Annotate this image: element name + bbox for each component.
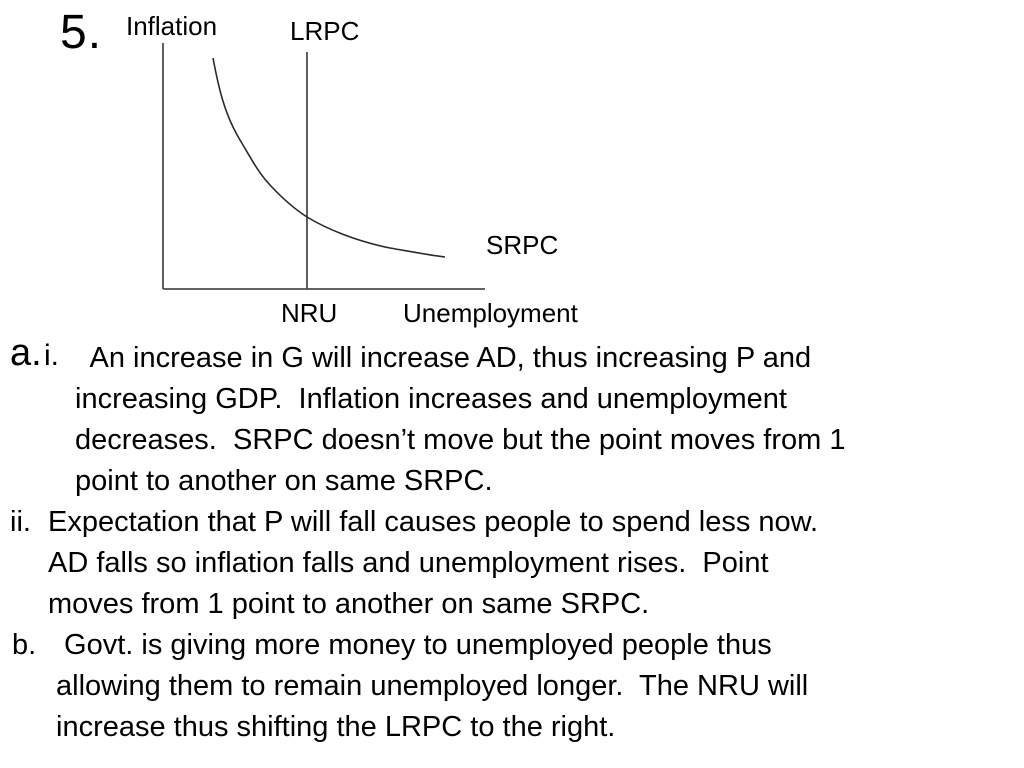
- text-line: Expectation that P will fall causes peop…: [48, 506, 819, 538]
- text-line: AD falls so inflation falls and unemploy…: [48, 547, 769, 579]
- y-axis-label: Inflation: [126, 11, 218, 41]
- text-line: decreases. SRPC doesn’t move but the poi…: [75, 424, 846, 456]
- answer-a-i-lines: An increase in G will increase AD, thus …: [75, 338, 1024, 502]
- answer-item-a-i: a. i. An increase in G will increase AD,…: [0, 334, 1024, 502]
- x-axis-label: Unemployment: [403, 298, 578, 328]
- answer-ii-lines: Expectation that P will fall causes peop…: [48, 502, 1024, 625]
- list-marker-i: i.: [44, 339, 59, 372]
- text-line: An increase in G will increase AD, thus …: [75, 342, 812, 374]
- srpc-curve: [212, 57, 446, 258]
- answer-b-lines: Govt. is giving more money to unemployed…: [56, 625, 1024, 748]
- answer-item-ii: ii. Expectation that P will fall causes …: [0, 502, 1024, 625]
- list-marker-ii: ii.: [10, 506, 31, 538]
- text-line: Govt. is giving more money to unemployed…: [56, 629, 772, 661]
- text-line: allowing them to remain unemployed longe…: [56, 670, 809, 702]
- lrpc-label: LRPC: [290, 16, 360, 46]
- question-number: 5.: [60, 6, 103, 59]
- text-line: point to another on same SRPC.: [75, 465, 493, 497]
- nru-tick-label: NRU: [281, 298, 338, 328]
- list-marker-b: b.: [12, 629, 37, 661]
- text-line: moves from 1 point to another on same SR…: [48, 588, 650, 620]
- text-line: increase thus shifting the LRPC to the r…: [56, 711, 616, 743]
- text-line: increasing GDP. Inflation increases and …: [75, 383, 787, 415]
- list-marker-a: a.: [10, 332, 42, 374]
- answers-text: a. i. An increase in G will increase AD,…: [0, 334, 1024, 748]
- answer-item-b: b. Govt. is giving more money to unemplo…: [0, 625, 1024, 748]
- srpc-label: SRPC: [486, 230, 559, 260]
